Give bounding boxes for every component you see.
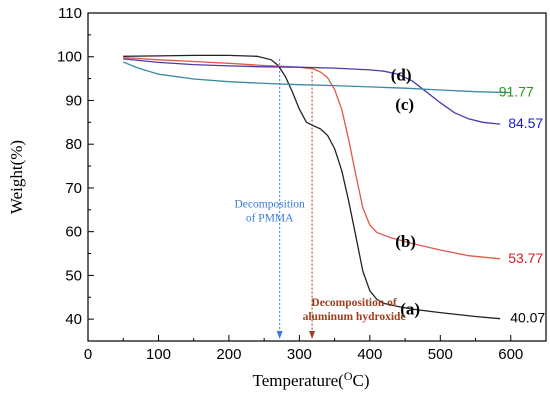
series-label: (c)	[395, 95, 414, 114]
annotation-text: aluminum hydroxide	[303, 311, 406, 323]
y-tick-label: 70	[65, 180, 82, 197]
y-axis-title: Weight(%)	[7, 140, 26, 214]
plot-frame	[87, 12, 547, 342]
series-end-value: 91.77	[499, 84, 534, 100]
series-label: (b)	[395, 232, 416, 251]
x-axis-title: Temperature(OC)	[253, 369, 370, 390]
series-end-value: 84.57	[508, 115, 543, 131]
x-tick-label: 400	[357, 346, 382, 363]
x-tick-label: 100	[146, 346, 171, 363]
series-line	[122, 61, 511, 94]
y-tick-label: 40	[65, 311, 82, 328]
y-tick-label: 50	[65, 267, 82, 284]
x-tick-label: 500	[428, 346, 453, 363]
annotation-text: of PMMA	[246, 213, 294, 225]
series-line	[123, 54, 501, 320]
x-tick-label: 600	[498, 346, 523, 363]
y-tick-label: 110	[58, 5, 82, 22]
series-label: (d)	[391, 66, 412, 85]
x-tick-label: 0	[84, 346, 92, 363]
y-tick-label: 80	[65, 136, 82, 153]
series-end-value: 40.07	[510, 310, 545, 326]
series-line	[123, 56, 501, 260]
x-tick-label: 300	[287, 346, 312, 363]
series-end-value: 53.77	[508, 250, 543, 266]
annotation-text: Decomposition of	[311, 297, 396, 309]
x-tick-label: 200	[216, 346, 241, 363]
annotation-text: Decomposition	[235, 199, 306, 211]
annotation-arrowhead	[309, 331, 316, 339]
y-tick-label: 90	[65, 92, 82, 109]
annotation-arrowhead	[276, 331, 283, 339]
series-label: (a)	[400, 300, 420, 319]
y-tick-label: 60	[65, 224, 82, 241]
y-tick-label: 100	[57, 49, 82, 66]
series-line	[123, 58, 501, 125]
